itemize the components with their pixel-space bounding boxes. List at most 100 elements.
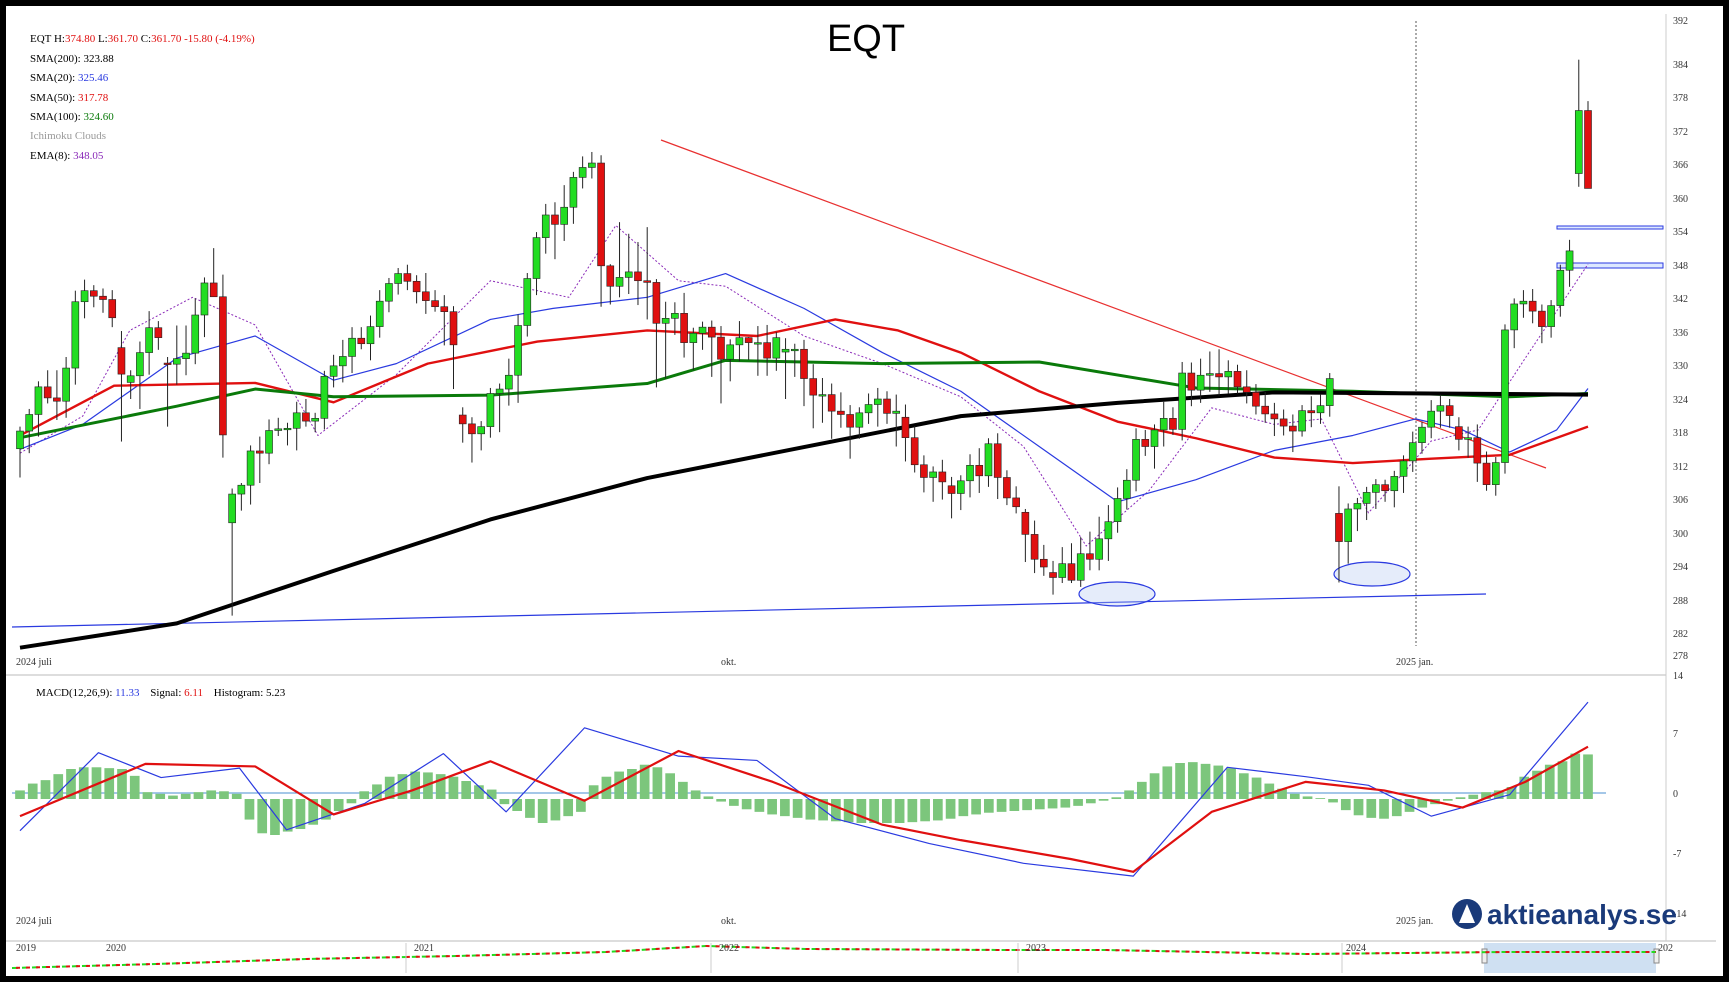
candle-body-up (1178, 372, 1186, 430)
macd-histogram-bar (423, 772, 433, 799)
candle-body-down (707, 326, 716, 338)
candle-body-down (551, 214, 559, 225)
candle (486, 387, 495, 438)
candle-body-down (597, 162, 605, 267)
candle-body-down (1141, 439, 1150, 447)
candle (449, 306, 458, 390)
macd-histogram-bar (1315, 798, 1326, 799)
candle (108, 290, 117, 328)
candle (809, 364, 818, 429)
candle-body-down (89, 290, 98, 297)
candle (1012, 486, 1020, 514)
candle-body-up (892, 410, 901, 414)
candle (1261, 391, 1269, 423)
candle-body-down (219, 296, 227, 436)
stock-chart[interactable]: EQT EQT H:374.80 L:361.70 C:361.70 -15.8… (6, 6, 1723, 976)
navigator-handle-right[interactable] (1653, 948, 1660, 964)
macd-histogram-bar (1532, 770, 1542, 799)
candle-body-up (375, 300, 384, 327)
candle (1021, 508, 1030, 563)
candle-body-down (1335, 513, 1343, 542)
macd-histogram-bar (1481, 792, 1491, 799)
candle (1325, 373, 1334, 417)
macd-histogram-bar (882, 799, 892, 823)
macd-histogram-bar (295, 799, 306, 829)
candle (1067, 543, 1076, 584)
candle-body-down (993, 443, 1002, 478)
candle (80, 279, 89, 319)
candle (1095, 516, 1103, 571)
brand-text: aktieanalys.se (1487, 899, 1677, 930)
candle (1141, 429, 1150, 456)
candle-body-up (1104, 521, 1113, 540)
candle-body-up (1206, 373, 1214, 376)
candle-body-up (1565, 250, 1574, 271)
candle (837, 392, 845, 428)
macd-histogram-bar (945, 799, 956, 819)
candle-body-up (514, 325, 522, 376)
candle-body-down (43, 386, 52, 399)
macd-histogram-bar (359, 791, 370, 799)
candle-body-up (366, 326, 375, 345)
candle (901, 404, 910, 462)
candle-body-up (569, 177, 578, 208)
candle (89, 285, 98, 308)
candle (1242, 370, 1251, 404)
support-line (11, 593, 1487, 628)
macd-histogram-bar (678, 781, 688, 799)
candle (1473, 424, 1482, 482)
candle-body-up (237, 484, 246, 495)
candle-body-down (440, 306, 449, 312)
x-label-start: 2024 juli (16, 657, 52, 668)
macd-histogram-bar (1544, 764, 1555, 799)
candle (145, 311, 153, 375)
candle-body-down (744, 337, 753, 343)
candle-body-up (1510, 303, 1519, 331)
candle-body-up (1058, 563, 1067, 578)
macd-histogram-bar (780, 799, 790, 817)
candle (1464, 426, 1472, 458)
candle (477, 421, 485, 451)
candle (1436, 394, 1445, 428)
candle (661, 301, 670, 379)
candle (993, 433, 1002, 500)
legend-ema8: EMA(8): 348.05 (30, 150, 104, 162)
candle-body-up (320, 376, 329, 419)
macd-histogram-bar (1340, 799, 1351, 811)
price-tick: 366 (1673, 160, 1688, 171)
candle-body-up (726, 344, 735, 360)
candle-body-down (1187, 372, 1196, 391)
candle-body-up (145, 327, 153, 353)
candle (302, 399, 310, 427)
candle (1372, 479, 1380, 509)
candle (237, 483, 246, 511)
navigator-handle-left[interactable] (1481, 948, 1488, 964)
macd-histogram-bar (729, 799, 739, 806)
nav-label: 2019 (16, 943, 36, 954)
candle-body-down (837, 410, 845, 415)
candle (1123, 469, 1131, 510)
candle (1353, 497, 1362, 532)
price-tick: 392 (1673, 16, 1688, 27)
candle-body-down (1030, 534, 1039, 560)
macd-histogram-bar (53, 774, 64, 799)
candle (975, 448, 984, 493)
candle-body-down (643, 280, 652, 283)
candle-body-down (1215, 373, 1223, 378)
candle (800, 339, 808, 407)
candle (71, 290, 80, 385)
candle-body-up (16, 430, 24, 450)
candle-body-down (975, 465, 984, 477)
price-tick: 354 (1673, 227, 1688, 238)
navigator[interactable]: 2019 2020 2021 2022 2023 2024 202 (11, 943, 1673, 973)
trendlines (11, 139, 1664, 628)
navigator-selection[interactable] (1484, 943, 1656, 973)
macd-histogram-bar (206, 790, 217, 799)
macd-series (15, 701, 1593, 877)
candle (357, 327, 366, 350)
candle (1058, 547, 1067, 584)
candle-body-up (1556, 269, 1565, 306)
candle (735, 321, 744, 362)
candle-body-up (588, 162, 596, 168)
macd-histogram-bar (66, 769, 76, 799)
